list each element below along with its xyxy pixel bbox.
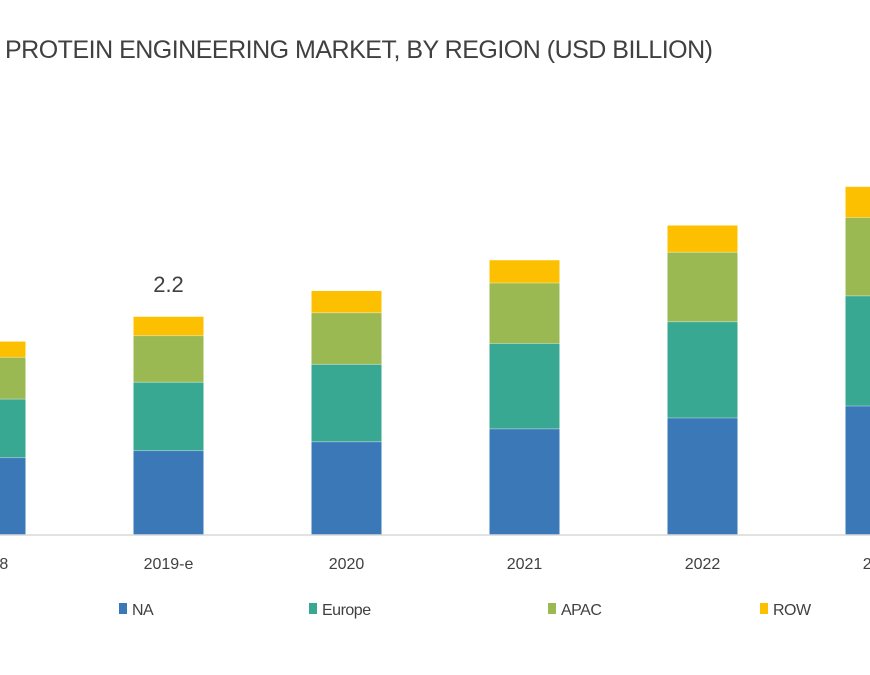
data-labels: 2.2 bbox=[153, 272, 184, 297]
bar-apac-2018 bbox=[0, 357, 26, 400]
bar-na-2022 bbox=[667, 417, 738, 535]
legend-label-na: NA bbox=[132, 602, 154, 619]
bars bbox=[0, 186, 870, 535]
legend-label-apac: APAC bbox=[561, 602, 601, 619]
bar-row-2020 bbox=[311, 290, 382, 313]
bar-europe-2022 bbox=[667, 321, 738, 418]
x-tick-label: 2020 bbox=[329, 556, 365, 573]
x-axis-ticks: 2018 2019-e 2020 2021 2022 2023 bbox=[0, 556, 870, 573]
bar-row-2018 bbox=[0, 341, 26, 358]
legend-swatch-row bbox=[760, 603, 768, 614]
legend-swatch-apac bbox=[548, 603, 556, 614]
chart-title: PROTEIN ENGINEERING MARKET, BY REGION (U… bbox=[5, 36, 713, 64]
bar-row-2022 bbox=[667, 225, 738, 253]
bar-na-2023 bbox=[845, 406, 870, 535]
x-tick-label: 2021 bbox=[507, 556, 543, 573]
bar-apac-2020 bbox=[311, 312, 382, 365]
x-tick-label: 2019-e bbox=[144, 556, 194, 573]
legend-swatch-europe bbox=[309, 603, 317, 614]
bar-na-2021 bbox=[489, 428, 560, 535]
bar-apac-2023 bbox=[845, 217, 870, 296]
bar-europe-2020 bbox=[311, 364, 382, 442]
x-tick-label: 2018 bbox=[0, 556, 8, 573]
legend-label-row: ROW bbox=[773, 602, 812, 619]
bar-apac-2019-e bbox=[133, 335, 204, 383]
bar-europe-2019-e bbox=[133, 382, 204, 451]
legend-swatch-na bbox=[119, 603, 127, 614]
x-tick-label: 2022 bbox=[685, 556, 721, 573]
bar-europe-2023 bbox=[845, 295, 870, 407]
bar-row-2021 bbox=[489, 260, 560, 284]
bar-apac-2021 bbox=[489, 283, 560, 344]
bar-row-2023 bbox=[845, 186, 870, 218]
bar-na-2020 bbox=[311, 441, 382, 535]
data-label: 2.2 bbox=[153, 272, 184, 297]
bar-apac-2022 bbox=[667, 252, 738, 322]
bar-europe-2021 bbox=[489, 343, 560, 429]
bar-na-2018 bbox=[0, 457, 26, 535]
legend: NA Europe APAC ROW bbox=[119, 602, 813, 619]
bar-europe-2018 bbox=[0, 399, 26, 458]
bar-na-2019-e bbox=[133, 450, 204, 535]
bar-row-2019-e bbox=[133, 316, 204, 336]
x-tick-label: 2023 bbox=[863, 556, 870, 573]
legend-label-europe: Europe bbox=[322, 602, 371, 619]
